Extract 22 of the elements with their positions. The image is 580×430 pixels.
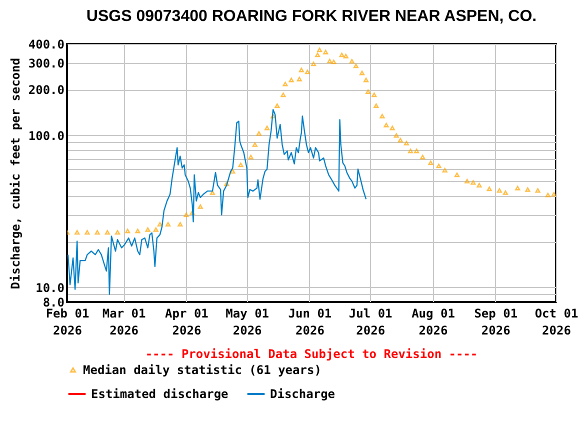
y-tick-label: 400.0 (28, 38, 64, 52)
legend-label: Median daily statistic (61 years) (83, 363, 322, 377)
legend-label: Estimated discharge (91, 387, 228, 401)
x-tick-label: Jun 01 2026 (288, 306, 332, 338)
x-tick-label: Sep 01 2026 (474, 306, 518, 338)
x-tick-label: Oct 01 2026 (534, 306, 578, 338)
x-tick-label: Mar 01 2026 (102, 306, 146, 338)
legend-label: Discharge (270, 387, 336, 401)
y-tick-label: 10.0 (36, 280, 64, 295)
y-tick-label: 300.0 (28, 56, 64, 70)
line-series (67, 108, 367, 295)
x-tick-label: May 01 2026 (226, 306, 270, 338)
x-tick-label: Aug 01 2026 (412, 306, 455, 338)
y-tick-label: 8.0 (42, 296, 64, 310)
y-tick-label: 100.0 (28, 128, 64, 143)
text: ---- Provisional Data Subject to Revision ---- (145, 347, 478, 361)
x-tick-label: Apr 01 2026 (165, 306, 208, 338)
y-axis-title: Discharge, cubic feet per second (8, 58, 22, 290)
chart-title: USGS 09073400 ROARING FORK RIVER NEAR ASPEN, CO. (86, 8, 537, 25)
x-tick-label: Jul 01 2026 (348, 306, 392, 338)
y-tick-label: 200.0 (28, 83, 64, 98)
x-tick-label: Feb 01 2026 (46, 306, 90, 338)
